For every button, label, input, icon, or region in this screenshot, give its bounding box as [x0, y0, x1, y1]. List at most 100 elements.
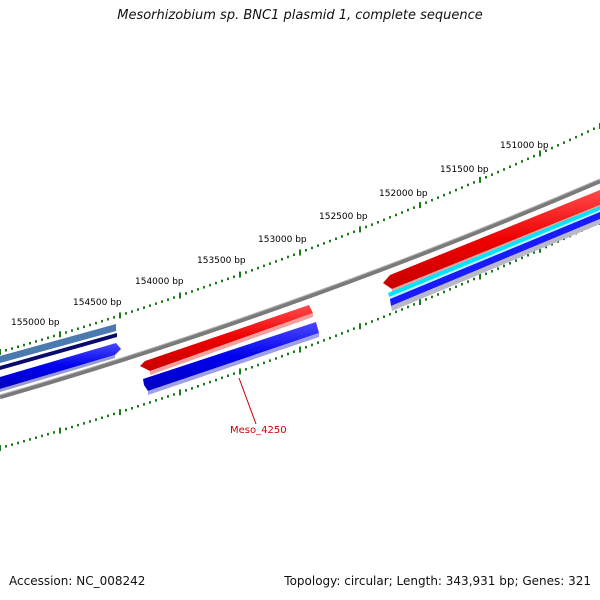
minor-tick [443, 290, 445, 294]
minor-tick [107, 414, 109, 418]
minor-tick [557, 144, 559, 147]
minor-tick [455, 285, 457, 289]
major-tick [479, 176, 481, 183]
minor-tick [395, 310, 397, 314]
gene-label-meso-4250: Meso_4250 [230, 425, 287, 436]
minor-tick [173, 393, 175, 396]
minor-tick [491, 173, 493, 176]
minor-tick [551, 243, 553, 246]
minor-tick [155, 399, 157, 402]
minor-tick [113, 316, 115, 319]
minor-tick [275, 357, 277, 360]
minor-tick [401, 211, 403, 214]
major-tick [179, 292, 181, 299]
minor-tick [329, 239, 331, 243]
minor-tick [191, 387, 193, 390]
minor-tick [11, 443, 13, 446]
major-tick [59, 331, 61, 338]
minor-tick [203, 382, 205, 386]
minor-tick [101, 416, 103, 419]
minor-tick [401, 308, 403, 311]
reverse-gene [143, 322, 319, 391]
major-tick [479, 273, 481, 280]
major-tick [419, 202, 421, 209]
accession-footer: Accession: NC_008242 [9, 574, 146, 588]
major-tick [299, 346, 301, 353]
minor-tick [245, 271, 247, 274]
minor-tick [509, 262, 511, 265]
minor-tick [341, 235, 343, 238]
minor-tick [461, 186, 463, 189]
major-tick [239, 271, 241, 278]
minor-tick [335, 334, 337, 337]
minor-tick [71, 329, 73, 332]
minor-tick [215, 281, 217, 285]
minor-tick [485, 176, 487, 179]
major-tick [119, 409, 121, 416]
minor-tick [125, 312, 127, 315]
minor-tick [329, 336, 331, 340]
major-tick [0, 349, 1, 355]
major-tick [179, 389, 181, 396]
minor-tick [497, 170, 499, 174]
cyan-track-light [389, 210, 600, 300]
scale-label: 154000 bp [135, 277, 184, 287]
minor-tick [155, 302, 157, 305]
minor-tick [263, 361, 265, 365]
minor-tick [425, 201, 427, 204]
minor-tick [47, 336, 49, 340]
major-tick [359, 226, 361, 233]
minor-tick [455, 188, 457, 192]
scale-label: 154500 bp [73, 298, 122, 308]
scale-label: 153000 bp [258, 235, 307, 245]
minor-tick [311, 343, 313, 347]
minor-tick [371, 223, 373, 226]
minor-tick [389, 216, 391, 219]
right-forward-gene [383, 190, 600, 289]
minor-tick [131, 407, 133, 410]
minor-tick [53, 431, 55, 434]
minor-tick [287, 255, 289, 259]
scale-labels: 151000 bp 151500 bp 152000 bp 152500 bp … [11, 141, 549, 328]
minor-tick [35, 340, 37, 343]
minor-tick [305, 346, 307, 349]
minor-tick [95, 418, 97, 421]
minor-tick [173, 296, 175, 299]
right-reverse-gene-gray [391, 219, 600, 311]
minor-tick [29, 438, 31, 441]
minor-tick [581, 133, 583, 136]
forward-gene-shadow [150, 313, 313, 375]
minor-tick [107, 318, 109, 321]
minor-tick [209, 380, 211, 384]
minor-tick [413, 206, 415, 209]
minor-tick [71, 425, 73, 429]
minor-tick [281, 258, 283, 261]
minor-tick [149, 304, 151, 307]
minor-tick [227, 277, 229, 281]
minor-tick [23, 343, 25, 347]
minor-tick [47, 432, 49, 436]
minor-tick [167, 298, 169, 301]
minor-tick [221, 376, 223, 380]
minor-tick [575, 135, 577, 139]
minor-tick [269, 359, 271, 362]
minor-tick [485, 272, 487, 276]
forward-gene [140, 305, 313, 371]
minor-tick [305, 249, 307, 252]
minor-tick [317, 341, 319, 344]
minor-tick [149, 401, 151, 404]
minor-tick [269, 262, 271, 265]
minor-tick [311, 246, 313, 250]
outer-scale-ticks [0, 123, 600, 355]
minor-tick [161, 300, 163, 303]
minor-tick [503, 168, 505, 171]
minor-tick [551, 146, 553, 150]
minor-tick [245, 368, 247, 371]
minor-tick [407, 305, 409, 309]
minor-tick [395, 213, 397, 217]
scale-label: 152000 bp [379, 189, 428, 199]
minor-tick [449, 191, 451, 194]
minor-tick [125, 408, 127, 412]
major-tick [59, 427, 61, 434]
